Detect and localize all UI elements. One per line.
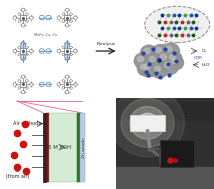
Text: H₂O: H₂O <box>201 63 210 67</box>
Ellipse shape <box>143 119 152 127</box>
Circle shape <box>138 56 144 62</box>
Circle shape <box>137 62 152 76</box>
Bar <box>49 113 79 182</box>
Circle shape <box>160 54 167 60</box>
Circle shape <box>157 51 175 67</box>
Circle shape <box>166 51 182 66</box>
Circle shape <box>156 47 161 53</box>
Text: 6 M KOH: 6 M KOH <box>48 145 71 150</box>
Circle shape <box>140 65 146 69</box>
Text: ORR: ORR <box>193 56 202 60</box>
Bar <box>160 140 194 167</box>
Ellipse shape <box>121 98 174 147</box>
Circle shape <box>172 59 177 64</box>
Circle shape <box>169 54 175 60</box>
Circle shape <box>140 60 158 77</box>
Circle shape <box>166 46 172 52</box>
Bar <box>46 113 49 182</box>
Circle shape <box>149 56 155 62</box>
Circle shape <box>134 53 151 69</box>
Text: Pyrolysis: Pyrolysis <box>96 42 116 46</box>
Ellipse shape <box>145 6 210 43</box>
Text: Air cathode: Air cathode <box>13 121 41 126</box>
Ellipse shape <box>137 113 158 132</box>
Text: O₂
(from air): O₂ (from air) <box>6 168 29 179</box>
Circle shape <box>165 62 171 67</box>
Circle shape <box>163 43 179 59</box>
Bar <box>130 115 165 131</box>
Text: O₂: O₂ <box>201 49 207 53</box>
Ellipse shape <box>130 106 165 139</box>
Bar <box>77 113 80 182</box>
Circle shape <box>152 63 167 78</box>
Bar <box>80 113 85 182</box>
Circle shape <box>155 66 160 71</box>
Bar <box>43 113 46 182</box>
Text: MnFe, Co, Cu: MnFe, Co, Cu <box>34 33 57 37</box>
Text: Zn anode: Zn anode <box>83 137 86 158</box>
Circle shape <box>162 59 178 75</box>
Circle shape <box>169 56 184 70</box>
Circle shape <box>146 53 162 68</box>
Ellipse shape <box>111 89 184 157</box>
Circle shape <box>144 64 150 70</box>
Circle shape <box>141 45 157 61</box>
Circle shape <box>144 48 150 54</box>
Circle shape <box>153 45 168 60</box>
